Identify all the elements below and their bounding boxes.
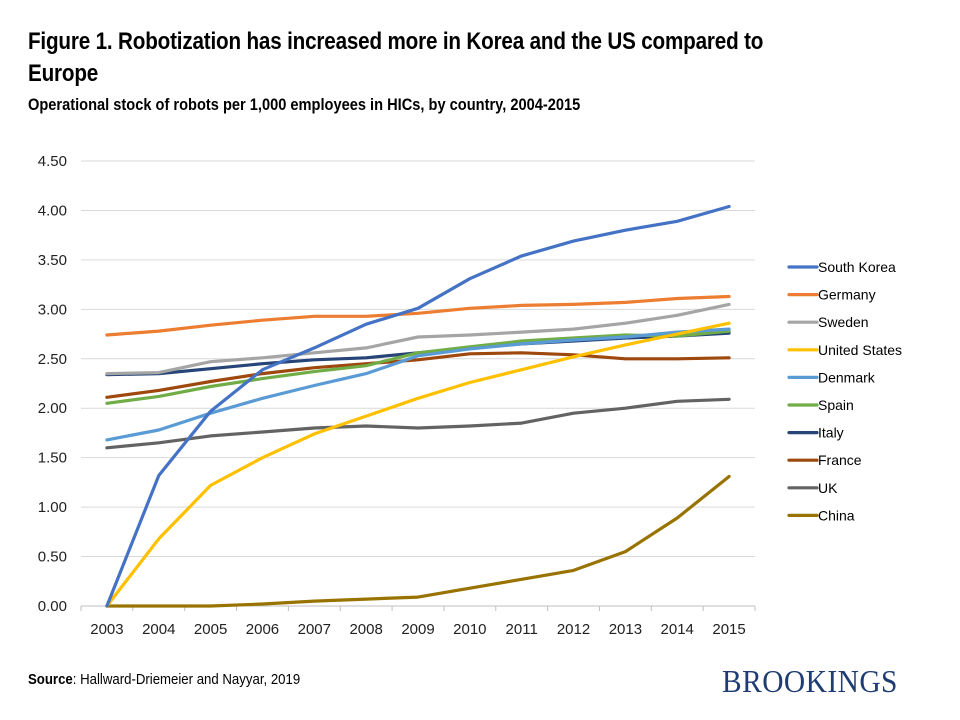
brookings-logo: BROOKINGS <box>722 663 898 699</box>
x-tick-label: 2013 <box>609 621 642 638</box>
chart-title: Figure 1. Robotization has increased mor… <box>28 28 764 87</box>
source-note: Source: Hallward-Driemeier and Nayyar, 2… <box>28 671 300 688</box>
legend-label: Sweden <box>818 314 869 330</box>
series-line-uk <box>105 397 731 450</box>
legend-label: UK <box>818 480 838 496</box>
legend-label: United States <box>818 342 902 358</box>
y-tick-label: 1.00 <box>38 499 67 516</box>
source-text: : Hallward-Driemeier and Nayyar, 2019 <box>72 671 301 688</box>
x-tick-label: 2003 <box>90 621 123 638</box>
x-tick-label: 2006 <box>246 621 279 638</box>
legend-item-china: China <box>787 507 855 523</box>
legend-item-france: France <box>787 452 862 468</box>
x-tick-label: 2014 <box>661 621 694 638</box>
legend-item-italy: Italy <box>787 425 844 441</box>
series-line-china <box>105 474 731 608</box>
legend-item-spain: Spain <box>787 397 854 413</box>
x-tick-label: 2008 <box>349 621 382 638</box>
legend-item-uk: UK <box>787 480 838 496</box>
legend-label: Spain <box>818 397 854 413</box>
x-tick-label: 2015 <box>712 621 745 638</box>
legend-item-united-states: United States <box>787 342 902 358</box>
source-label: Source <box>28 671 73 688</box>
legend-item-sweden: Sweden <box>787 314 869 330</box>
legend-label: Germany <box>818 287 876 303</box>
series-line-spain <box>105 329 731 405</box>
legend-label: South Korea <box>818 259 896 275</box>
legend-label: Denmark <box>818 369 876 385</box>
legend-label: Italy <box>818 425 844 441</box>
legend-label: China <box>818 507 855 523</box>
series-line-sweden <box>105 302 731 376</box>
x-tick-label: 2010 <box>453 621 486 638</box>
x-tick-label: 2012 <box>557 621 590 638</box>
y-tick-label: 3.50 <box>38 252 67 269</box>
legend-item-germany: Germany <box>787 287 876 303</box>
series-line-united-states <box>105 321 731 608</box>
y-tick-label: 2.00 <box>38 400 67 417</box>
series-line-france <box>105 351 731 399</box>
x-tick-label: 2005 <box>194 621 227 638</box>
y-axis: 0.00 0.50 1.00 1.50 2.00 2.50 3.00 3.50 4.00 4.50 <box>38 153 67 615</box>
y-tick-label: 4.50 <box>38 153 67 170</box>
series-lines <box>105 204 731 608</box>
x-axis: 2003 2004 2005 2006 2007 2008 2009 2010 2011 2012… <box>80 605 756 638</box>
legend-label: France <box>818 452 862 468</box>
series-line-south-korea <box>105 204 731 608</box>
x-tick-label: 2007 <box>298 621 331 638</box>
y-tick-label: 0.00 <box>38 598 67 615</box>
chart-subtitle: Operational stock of robots per 1,000 em… <box>28 95 581 114</box>
y-tick-label: 1.50 <box>38 450 67 467</box>
x-tick-label: 2004 <box>142 621 175 638</box>
y-tick-label: 0.50 <box>38 549 67 566</box>
y-tick-label: 4.00 <box>38 202 67 219</box>
y-tick-label: 3.00 <box>38 301 67 318</box>
series-line-germany <box>105 294 731 337</box>
legend-item-denmark: Denmark <box>787 369 876 385</box>
legend-item-south-korea: South Korea <box>787 259 896 275</box>
y-tick-label: 2.50 <box>38 351 67 368</box>
x-tick-label: 2009 <box>401 621 434 638</box>
x-tick-label: 2011 <box>506 621 538 638</box>
legend: South Korea Germany Sweden United States Den… <box>787 259 902 523</box>
